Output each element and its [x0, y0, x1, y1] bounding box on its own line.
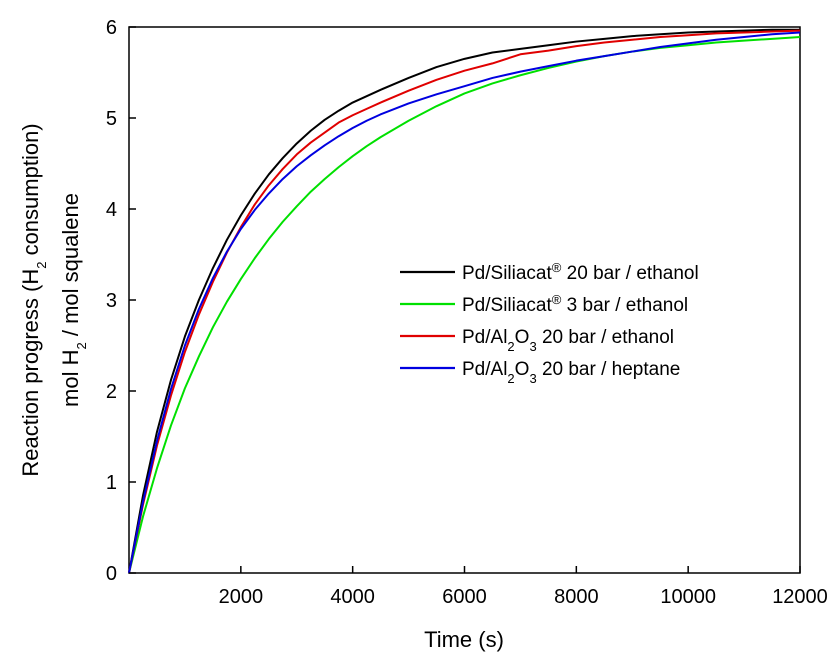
legend-text-part: ® — [552, 292, 562, 307]
legend-text-part: O — [515, 327, 530, 348]
legend-text-part: 3 — [529, 371, 536, 386]
legend-text-part: 2 — [507, 339, 514, 354]
x-axis-title: Time (s) — [424, 627, 504, 652]
legend-text-part: 2 — [507, 371, 514, 386]
y-title-1-prefix: Reaction progress (H — [18, 269, 43, 477]
legend-label-3: Pd/Al2O3 20 bar / ethanol — [462, 327, 674, 354]
legend-label-4: Pd/Al2O3 20 bar / heptane — [462, 359, 680, 386]
y-title-2-sub: 2 — [74, 342, 89, 349]
legend-text-part: 20 bar / ethanol — [561, 263, 698, 284]
x-tick-label: 2000 — [219, 586, 264, 608]
legend-text-part: Pd/Al — [462, 359, 507, 380]
y-tick-label: 3 — [106, 290, 117, 312]
y-title-1-sub: 2 — [34, 262, 49, 269]
x-tick-label: 12000 — [772, 586, 828, 608]
x-tick-label: 8000 — [554, 586, 599, 608]
y-tick-label: 2 — [106, 381, 117, 403]
legend-text-part: 3 — [529, 339, 536, 354]
x-tick-label: 6000 — [442, 586, 487, 608]
series-line-4 — [128, 31, 801, 574]
series-layer — [128, 28, 801, 574]
y-axis-title-line2: mol H2 / mol squalene — [58, 193, 89, 407]
legend-text-part: 3 bar / ethanol — [561, 295, 688, 316]
legend: Pd/Siliacat® 20 bar / ethanolPd/Siliacat… — [400, 260, 699, 386]
legend-text-part: 20 bar / ethanol — [537, 327, 674, 348]
x-tick-label: 4000 — [330, 586, 375, 608]
series-line-1 — [128, 28, 800, 574]
y-tick-label: 1 — [106, 472, 117, 494]
y-tick-label: 4 — [106, 199, 117, 221]
legend-text-part: 20 bar / heptane — [537, 359, 681, 380]
y-title-2-suffix: / mol squalene — [58, 193, 83, 342]
legend-text-part: O — [515, 359, 530, 380]
y-tick-label: 6 — [106, 17, 117, 39]
series-line-3 — [128, 29, 801, 574]
legend-label-1: Pd/Siliacat® 20 bar / ethanol — [462, 260, 699, 285]
y-tick-label: 5 — [106, 108, 117, 130]
y-title-1-suffix: consumption) — [18, 123, 43, 261]
y-tick-label: 0 — [106, 563, 117, 585]
x-tick-label: 10000 — [660, 586, 716, 608]
legend-label-2: Pd/Siliacat® 3 bar / ethanol — [462, 292, 688, 317]
legend-text-part: Pd/Siliacat — [462, 295, 552, 316]
y-axis-title-line1: Reaction progress (H2 consumption) — [18, 123, 49, 476]
y-title-2-prefix: mol H — [58, 349, 83, 406]
legend-text-part: Pd/Siliacat — [462, 263, 552, 284]
legend-text-part: Pd/Al — [462, 327, 507, 348]
legend-text-part: ® — [552, 260, 562, 275]
